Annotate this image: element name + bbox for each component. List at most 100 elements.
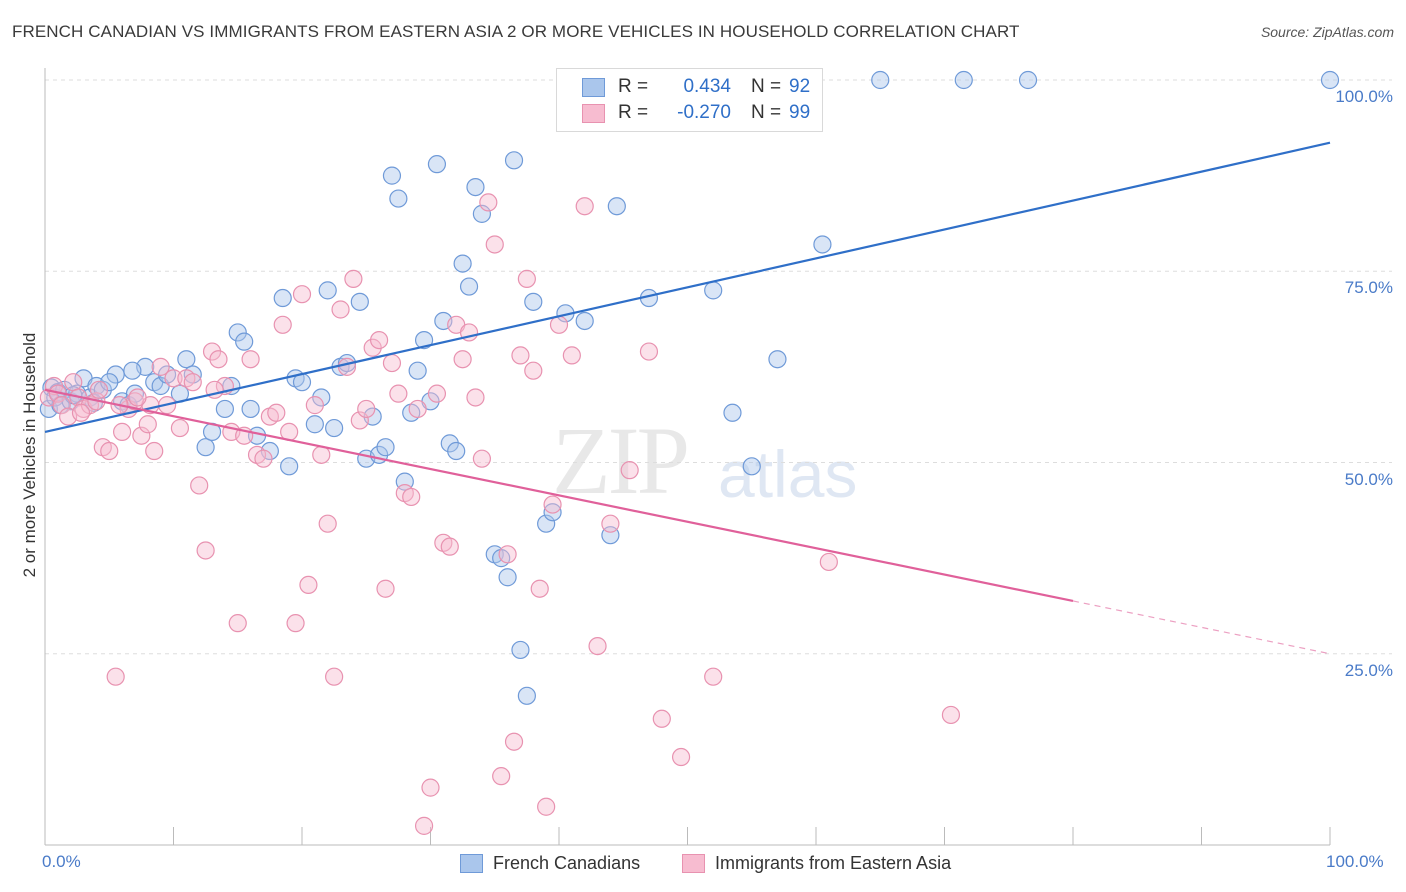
point-immigrants-eastern-asia — [132, 426, 151, 445]
point-immigrants-eastern-asia — [485, 235, 504, 254]
point-french-canadians — [768, 350, 787, 369]
point-french-canadians — [215, 399, 234, 419]
stats-n-label: N = — [751, 102, 782, 123]
point-french-canadians — [954, 70, 973, 90]
stats-n-value: 92 — [789, 76, 811, 97]
legend-item-immigrants-eastern-asia[interactable]: Immigrants from Eastern Asia — [682, 853, 951, 874]
point-immigrants-eastern-asia — [190, 476, 209, 495]
point-french-canadians — [543, 503, 562, 522]
stats-swatch-blue — [582, 77, 605, 97]
point-immigrants-eastern-asia — [267, 403, 286, 422]
stats-r-value: 0.434 — [683, 76, 731, 97]
point-immigrants-eastern-asia — [511, 346, 530, 365]
point-immigrants-eastern-asia — [440, 537, 459, 556]
point-immigrants-eastern-asia — [331, 300, 350, 319]
point-immigrants-eastern-asia — [196, 541, 215, 560]
point-french-canadians — [123, 361, 142, 380]
point-french-canadians — [350, 292, 369, 311]
point-french-canadians — [742, 457, 761, 476]
point-immigrants-eastern-asia — [453, 350, 472, 369]
point-immigrants-eastern-asia — [524, 361, 543, 380]
point-immigrants-eastern-asia — [941, 705, 961, 725]
source-label: Source: ZipAtlas.com — [1260, 24, 1394, 40]
point-french-canadians — [504, 151, 524, 170]
point-immigrants-eastern-asia — [504, 732, 524, 751]
point-immigrants-eastern-asia — [292, 285, 312, 304]
point-immigrants-eastern-asia — [517, 269, 536, 288]
point-immigrants-eastern-asia — [402, 487, 421, 507]
point-immigrants-eastern-asia — [562, 346, 581, 365]
point-immigrants-eastern-asia — [100, 441, 119, 461]
point-immigrants-eastern-asia — [530, 579, 549, 598]
point-immigrants-eastern-asia — [704, 667, 723, 686]
point-immigrants-eastern-asia — [472, 449, 491, 468]
point-immigrants-eastern-asia — [498, 545, 517, 564]
point-immigrants-eastern-asia — [286, 614, 305, 633]
chart-legend: French Canadians Immigrants from Eastern… — [0, 853, 1406, 877]
point-immigrants-eastern-asia — [305, 396, 324, 415]
point-immigrants-eastern-asia — [112, 422, 132, 441]
point-immigrants-eastern-asia — [382, 353, 402, 373]
point-immigrants-eastern-asia — [209, 350, 228, 369]
point-immigrants-eastern-asia — [71, 403, 91, 422]
point-french-canadians — [1320, 70, 1340, 90]
stats-n-value: 99 — [789, 102, 811, 123]
y-tick-label: 25.0% — [1344, 660, 1393, 680]
point-french-canadians — [459, 277, 479, 296]
point-french-canadians — [280, 457, 299, 476]
point-immigrants-eastern-asia — [466, 388, 485, 407]
point-immigrants-eastern-asia — [183, 373, 202, 392]
point-french-canadians — [498, 568, 517, 587]
point-french-canadians — [389, 189, 408, 208]
point-french-canadians — [325, 418, 344, 438]
point-immigrants-eastern-asia — [128, 388, 147, 407]
point-immigrants-eastern-asia — [549, 315, 569, 334]
y-tick-label: 50.0% — [1344, 469, 1393, 489]
point-immigrants-eastern-asia — [64, 373, 83, 392]
point-immigrants-eastern-asia — [575, 197, 594, 216]
point-immigrants-eastern-asia — [52, 396, 71, 415]
point-immigrants-eastern-asia — [370, 331, 389, 350]
stats-r-label: R = — [618, 102, 649, 123]
point-french-canadians — [871, 70, 890, 90]
point-immigrants-eastern-asia — [639, 342, 659, 361]
legend-item-french-canadians[interactable]: French Canadians — [460, 853, 640, 874]
point-immigrants-eastern-asia — [273, 315, 292, 334]
x-tick-label-min: 0.0% — [42, 852, 81, 871]
point-french-canadians — [453, 254, 472, 273]
point-french-canadians — [1018, 70, 1038, 90]
point-french-canadians — [575, 311, 594, 331]
point-french-canadians — [466, 178, 485, 197]
point-immigrants-eastern-asia — [620, 461, 639, 480]
x-tick-label-max: 100.0% — [1326, 852, 1384, 871]
point-french-canadians — [177, 350, 196, 369]
trendline-french-canadians — [44, 141, 1331, 433]
point-immigrants-eastern-asia — [588, 636, 607, 656]
point-french-canadians — [196, 438, 215, 457]
legend-swatch-pink — [682, 854, 705, 873]
point-immigrants-eastern-asia — [145, 441, 164, 461]
point-french-canadians — [472, 204, 491, 223]
point-french-canadians — [228, 323, 247, 342]
y-axis-label: 2 or more Vehicles in Household — [20, 332, 39, 578]
point-french-canadians — [273, 288, 292, 308]
point-french-canadians — [408, 361, 427, 380]
stats-r-label: R = — [618, 76, 649, 97]
point-immigrants-eastern-asia — [414, 816, 434, 835]
point-immigrants-eastern-asia — [228, 614, 247, 633]
point-immigrants-eastern-asia — [543, 495, 562, 514]
stats-row-immigrants-eastern-asia: R = -0.270 N = 99 — [557, 100, 822, 126]
point-french-canadians — [427, 155, 447, 174]
point-immigrants-eastern-asia — [389, 384, 408, 403]
trendline-immigrants-eastern-asia — [44, 388, 1074, 603]
point-immigrants-eastern-asia — [106, 667, 125, 686]
point-immigrants-eastern-asia — [318, 514, 337, 533]
point-immigrants-eastern-asia — [537, 797, 556, 816]
point-french-canadians — [607, 197, 626, 216]
point-french-canadians — [376, 438, 395, 457]
point-french-canadians — [305, 415, 324, 434]
point-french-canadians — [517, 686, 536, 705]
point-french-canadians — [100, 373, 119, 392]
stats-n-label: N = — [751, 76, 782, 97]
